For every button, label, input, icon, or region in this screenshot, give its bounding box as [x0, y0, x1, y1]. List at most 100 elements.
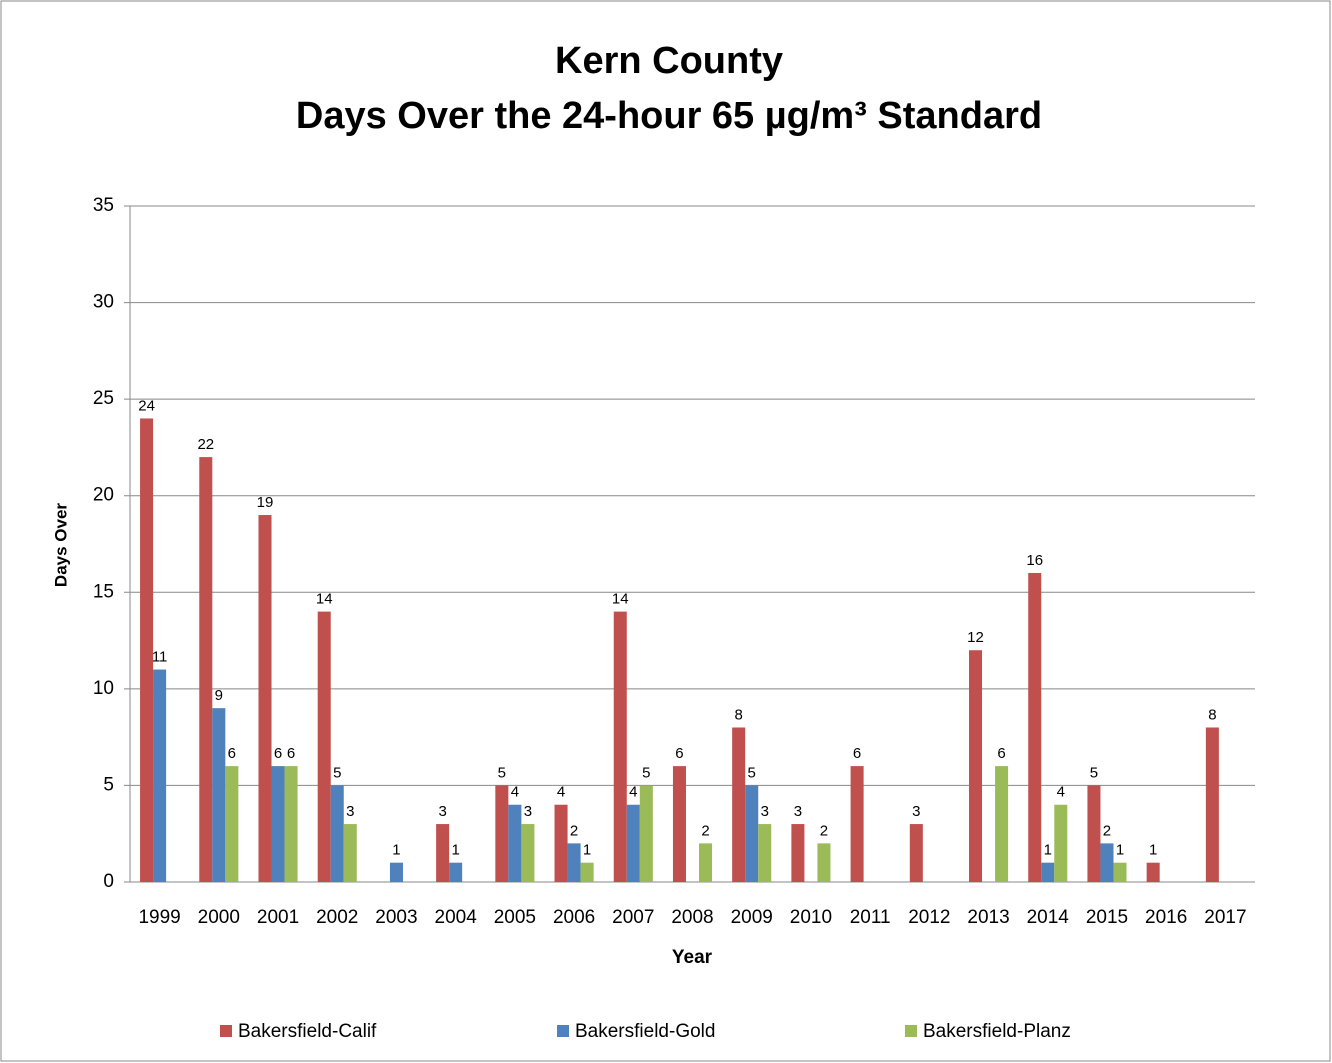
data-label: 2	[701, 822, 709, 839]
bar	[1028, 572, 1042, 882]
data-label: 6	[287, 745, 295, 762]
y-tick-label: 15	[93, 581, 114, 602]
bar	[580, 862, 594, 882]
x-tick-label: 2017	[1204, 907, 1246, 928]
data-label: 14	[316, 591, 333, 608]
data-label: 1	[1044, 842, 1052, 859]
bar	[495, 785, 509, 882]
data-label: 3	[346, 803, 354, 820]
data-label: 6	[675, 745, 683, 762]
bar	[140, 418, 154, 882]
data-label: 2	[820, 822, 828, 839]
y-tick-label: 20	[93, 485, 114, 506]
data-label: 3	[912, 803, 920, 820]
data-label: 2	[1103, 822, 1111, 839]
y-tick-label: 30	[93, 292, 114, 313]
data-label: 22	[197, 436, 214, 453]
bar	[449, 862, 463, 882]
chart-title: Kern County	[555, 40, 783, 82]
bar	[284, 766, 298, 882]
data-label: 6	[997, 745, 1005, 762]
data-label: 12	[967, 629, 984, 646]
bar	[1054, 804, 1068, 882]
x-tick-label: 2011	[850, 907, 891, 928]
data-label: 9	[215, 687, 223, 704]
x-tick-label: 2009	[731, 907, 773, 928]
x-tick-label: 1999	[138, 907, 180, 928]
bar	[1146, 862, 1160, 882]
bar	[1113, 862, 1127, 882]
legend-label: Bakersfield-Gold	[575, 1021, 715, 1042]
data-label: 2	[570, 822, 578, 839]
x-tick-label: 2014	[1027, 907, 1070, 928]
bar	[343, 824, 357, 882]
x-tick-label: 2015	[1086, 907, 1128, 928]
bar	[995, 766, 1009, 882]
data-label: 6	[228, 745, 236, 762]
data-label: 1	[1149, 842, 1157, 859]
bar	[639, 785, 653, 882]
data-label: 1	[451, 842, 459, 859]
bar	[554, 804, 568, 882]
y-tick-label: 35	[93, 195, 114, 216]
data-label: 1	[392, 842, 400, 859]
y-tick-label: 0	[103, 871, 114, 892]
legend-swatch	[905, 1025, 917, 1037]
bar	[258, 515, 272, 882]
data-label: 3	[524, 803, 532, 820]
data-label: 1	[583, 842, 591, 859]
bar	[817, 843, 831, 882]
x-tick-label: 2002	[316, 907, 358, 928]
bar	[1041, 862, 1055, 882]
data-label: 5	[1090, 764, 1098, 781]
data-label: 5	[498, 764, 506, 781]
y-tick-label: 25	[93, 388, 114, 409]
x-tick-label: 2013	[967, 907, 1009, 928]
bar	[508, 804, 522, 882]
bar	[758, 824, 772, 882]
bar	[626, 804, 640, 882]
data-label: 11	[152, 649, 168, 666]
data-label: 6	[853, 745, 861, 762]
bar	[732, 727, 746, 882]
legend-label: Bakersfield-Calif	[238, 1021, 377, 1042]
data-label: 8	[1208, 706, 1216, 723]
x-tick-label: 2000	[198, 907, 240, 928]
bar	[969, 650, 983, 882]
data-label: 5	[642, 764, 650, 781]
data-label: 5	[333, 764, 341, 781]
bar	[199, 457, 213, 882]
x-tick-label: 2007	[612, 907, 654, 928]
bar	[850, 766, 864, 882]
bar	[1100, 843, 1114, 882]
bar	[153, 669, 167, 882]
data-label: 1	[1116, 842, 1124, 859]
bar	[1205, 727, 1219, 882]
y-tick-label: 10	[93, 678, 114, 699]
legend-swatch	[220, 1025, 232, 1037]
bar	[791, 824, 805, 882]
bar	[436, 824, 450, 882]
data-label: 4	[511, 784, 519, 801]
legend-swatch	[557, 1025, 569, 1037]
bar	[672, 766, 686, 882]
data-label: 24	[138, 397, 155, 414]
bar	[521, 824, 535, 882]
x-tick-label: 2010	[790, 907, 832, 928]
x-tick-label: 2008	[671, 907, 713, 928]
data-label: 8	[735, 706, 743, 723]
data-label: 14	[612, 591, 629, 608]
x-tick-label: 2003	[375, 907, 417, 928]
x-tick-label: 2006	[553, 907, 595, 928]
bar	[212, 708, 226, 882]
x-tick-label: 2016	[1145, 907, 1187, 928]
data-label: 5	[748, 764, 756, 781]
x-tick-label: 2012	[908, 907, 950, 928]
x-tick-label: 2001	[257, 907, 299, 928]
bar	[699, 843, 713, 882]
data-label: 6	[274, 745, 282, 762]
bar	[909, 824, 923, 882]
bar	[745, 785, 759, 882]
